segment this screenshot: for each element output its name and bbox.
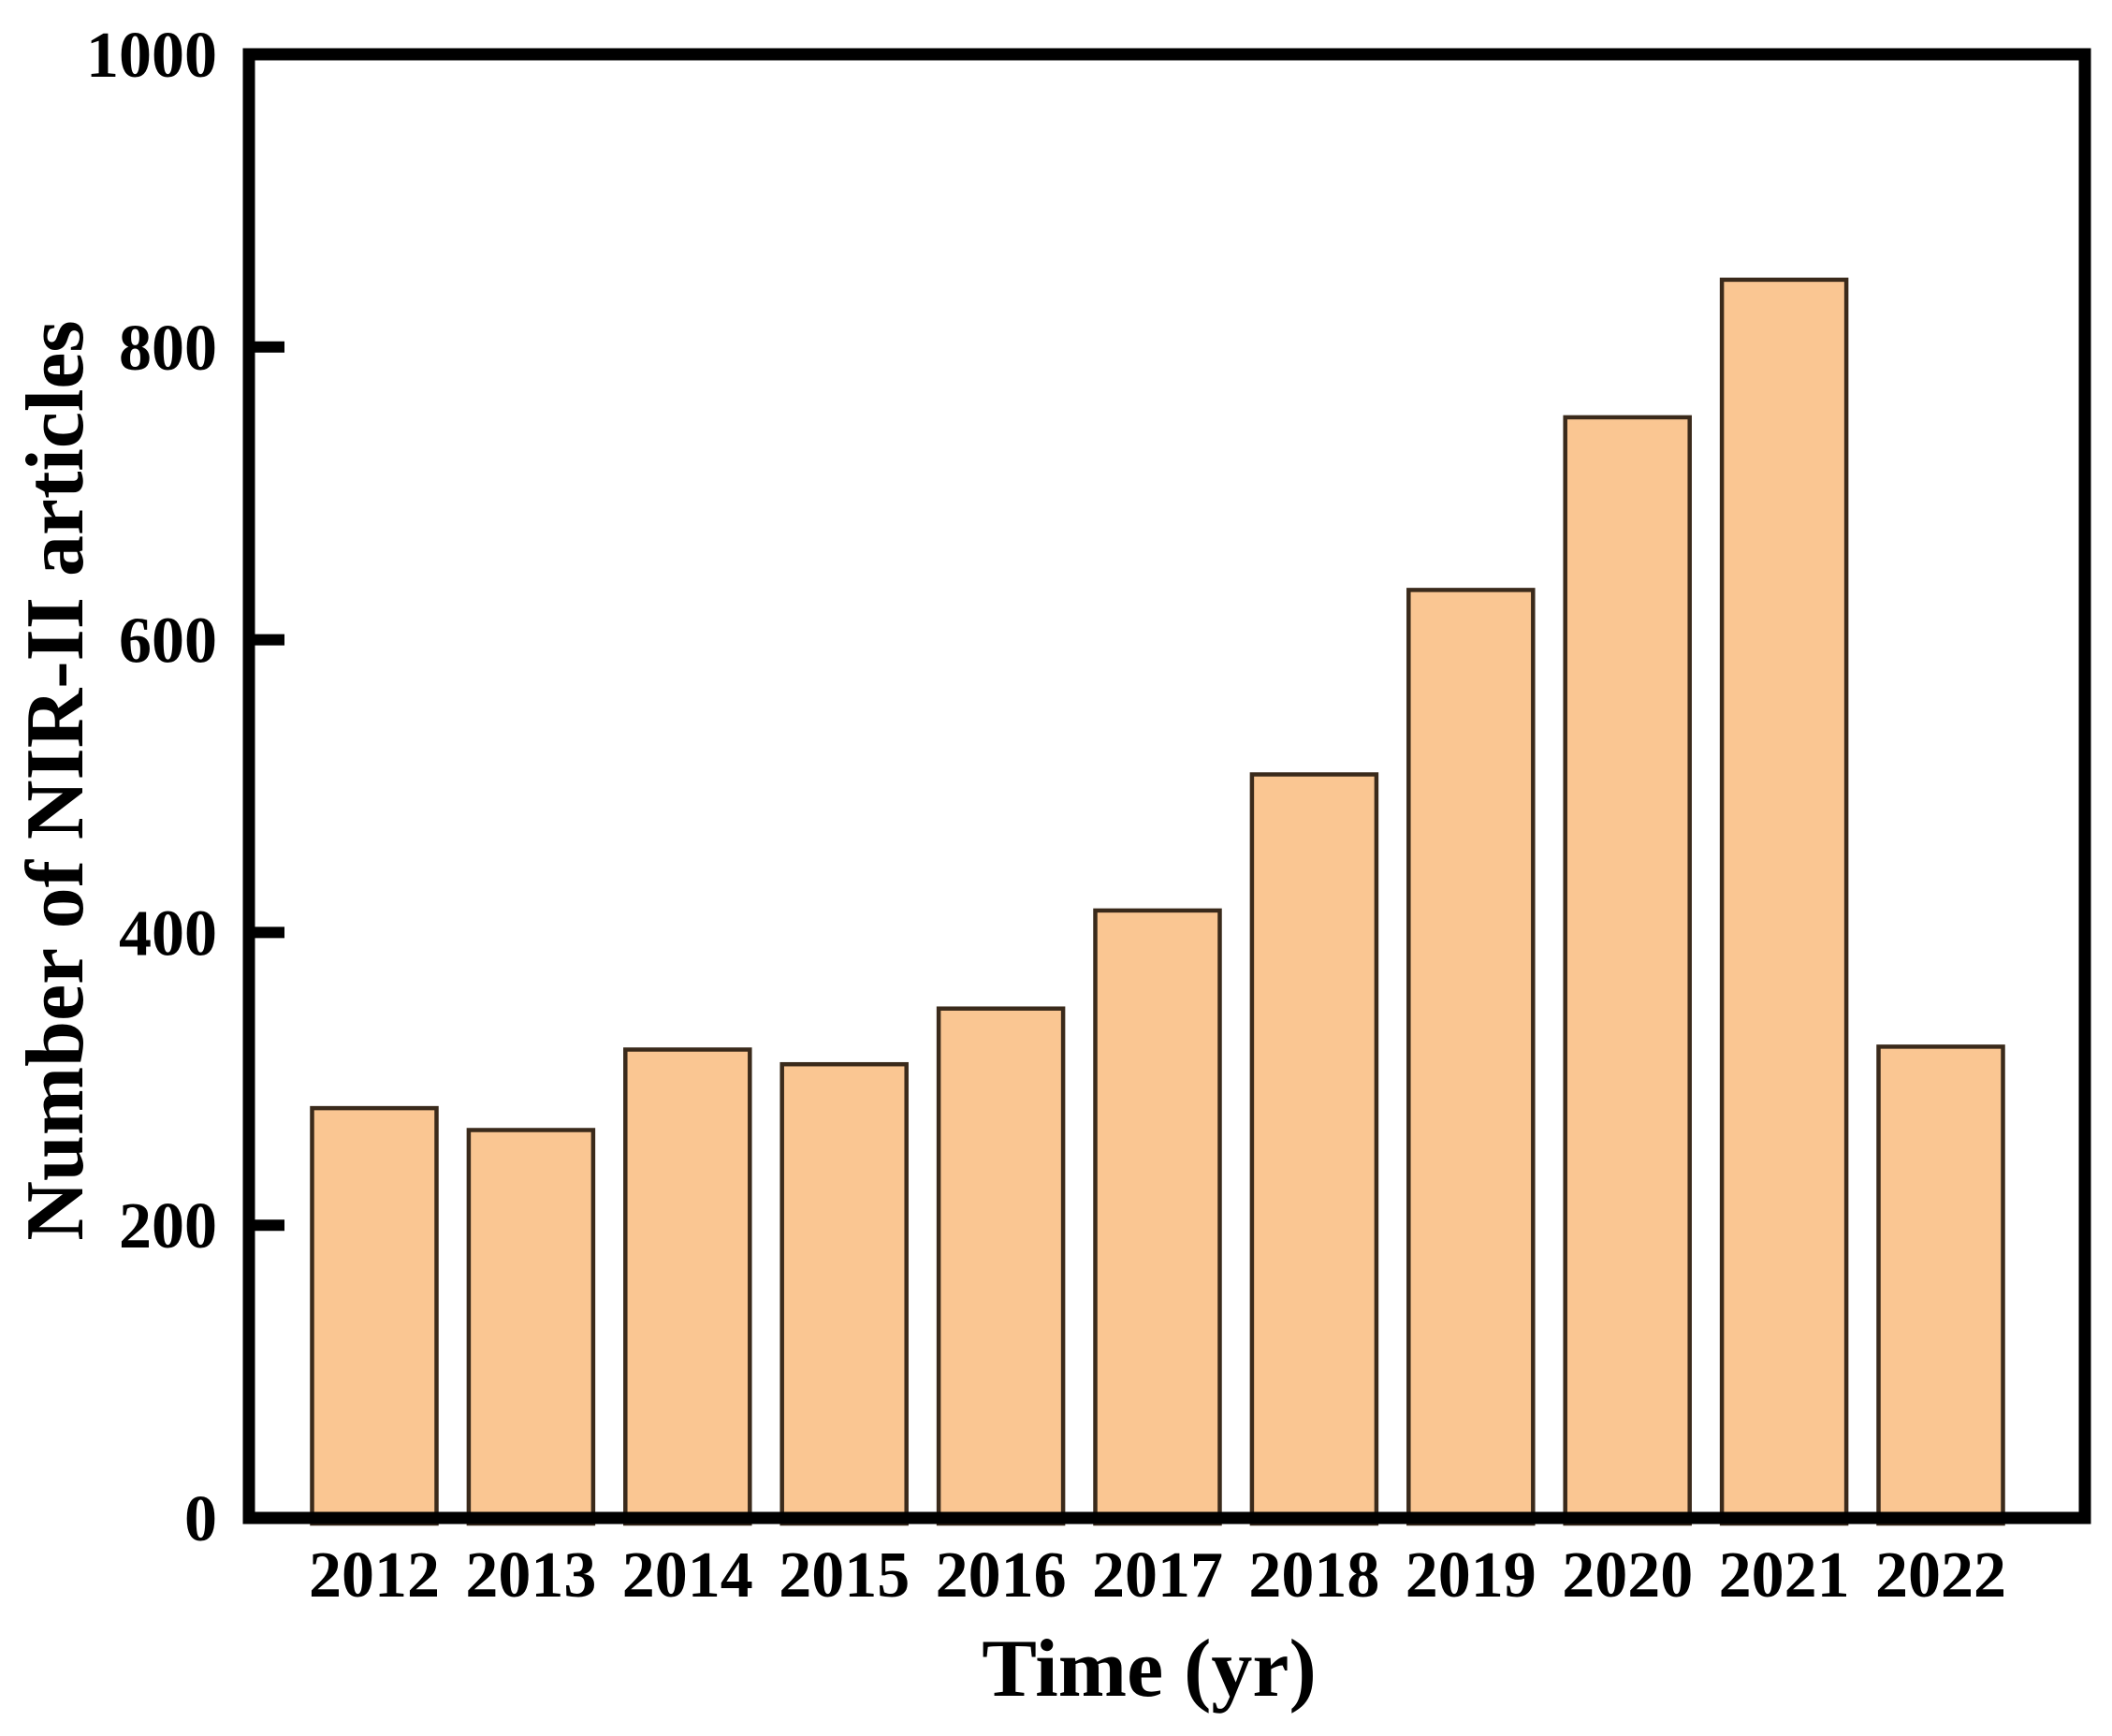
plot-frame [242,48,2091,1524]
x-tick-label-2022: 2022 [1875,1539,2006,1612]
y-axis-title: Number of NIR-II articles [10,320,101,1240]
x-tick-label-2019: 2019 [1406,1539,1537,1612]
bar-2013 [466,1128,596,1526]
y-tick-label-400: 400 [119,897,217,970]
x-axis-year-labels-group: 2012 2013 2014 2015 2016 2017 2018 2019 2020 2021… [309,1539,2006,1612]
y-tick-label-200: 200 [119,1190,217,1262]
x-tick-label-2020: 2020 [1562,1539,1693,1612]
bar-2019 [1406,588,1536,1526]
y-axis-ticks-group [255,341,284,1232]
x-tick-label-2018: 2018 [1248,1539,1379,1612]
x-tick-label-2014: 2014 [622,1539,753,1612]
y-tick-label-1000: 1000 [86,20,217,92]
bar-2012 [310,1105,439,1526]
x-tick-label-2013: 2013 [465,1539,596,1612]
y-axis-tick-labels-group: 0 200 400 600 800 1000 [86,20,217,1555]
bars-group [310,277,2005,1526]
bar-2017 [1093,908,1222,1526]
x-tick-label-2017: 2017 [1092,1539,1223,1612]
x-tick-label-2015: 2015 [779,1539,910,1612]
y-tick-label-800: 800 [119,313,217,385]
bar-2014 [623,1047,752,1526]
x-tick-label-2021: 2021 [1719,1539,1850,1612]
bar-2015 [779,1061,909,1526]
y-tick-label-600: 600 [119,605,217,678]
y-tick-label-0: 0 [184,1483,217,1555]
bar-2020 [1563,415,1692,1526]
x-axis-title: Time (yr) [982,1624,1317,1714]
bar-2018 [1249,772,1379,1526]
x-tick-label-2012: 2012 [309,1539,440,1612]
bar-2022 [1876,1044,2005,1526]
bar-2016 [936,1006,1066,1526]
bar-2021 [1719,277,1849,1526]
x-tick-label-2016: 2016 [936,1539,1067,1612]
